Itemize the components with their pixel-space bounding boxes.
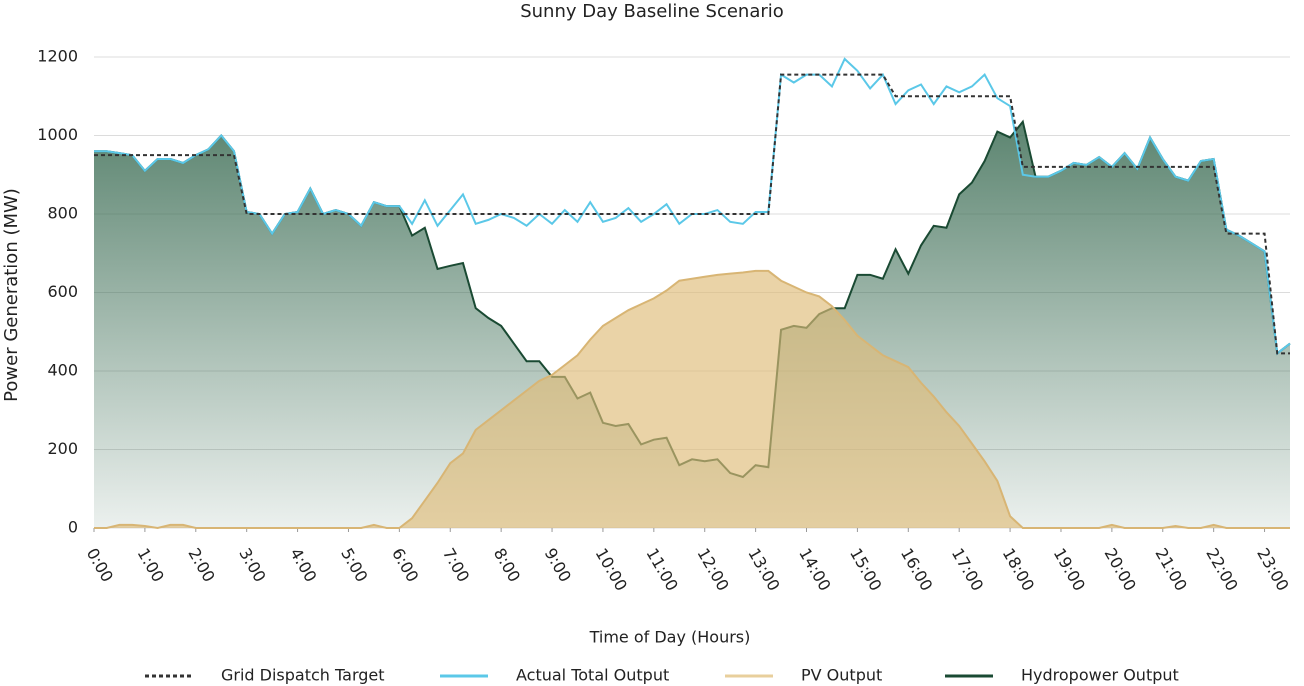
x-tick-label: 7:00 [439, 545, 473, 586]
x-tick-label: 8:00 [490, 545, 524, 586]
y-tick-label: 800 [47, 204, 78, 223]
legend-label: Grid Dispatch Target [221, 666, 385, 685]
y-tick-label: 1000 [37, 125, 78, 144]
x-tick-label: 21:00 [1151, 545, 1191, 594]
x-tick-label: 12:00 [693, 545, 733, 594]
legend-label: Hydropower Output [1021, 666, 1179, 685]
line [94, 269, 1290, 530]
x-axis-title: Time of Day (Hours) [589, 628, 751, 647]
x-tick-label: 19:00 [1050, 545, 1090, 594]
y-tick-label: 600 [47, 282, 78, 301]
legend-label: Actual Total Output [516, 666, 669, 685]
x-tick-label: 6:00 [388, 545, 422, 586]
x-tick-label: 4:00 [286, 545, 320, 586]
x-tick-label: 15:00 [846, 545, 886, 594]
y-tick-label: 0 [68, 518, 78, 537]
x-tick-label: 11:00 [642, 545, 682, 594]
y-tick-label: 200 [47, 439, 78, 458]
x-tick-label: 5:00 [337, 545, 371, 586]
x-tick-label: 10:00 [592, 545, 632, 594]
x-tick-label: 0:00 [83, 545, 117, 586]
area [94, 270, 1290, 528]
x-tick-label: 2:00 [184, 545, 218, 586]
x-tick-label: 14:00 [795, 545, 835, 594]
x-tick-label: 22:00 [1202, 545, 1242, 594]
x-tick-label: 9:00 [541, 545, 575, 586]
x-tick-label: 3:00 [235, 545, 269, 586]
y-axis-title: Power Generation (MW) [1, 188, 22, 402]
x-tick-label: 20:00 [1101, 545, 1141, 594]
x-tick-label: 18:00 [999, 545, 1039, 594]
x-tick-label: 1:00 [134, 545, 168, 586]
chart-title: Sunny Day Baseline Scenario [520, 1, 784, 22]
area [94, 121, 1290, 528]
x-tick-label: 16:00 [897, 545, 937, 594]
x-tick-label: 23:00 [1253, 545, 1293, 594]
y-tick-label: 400 [47, 361, 78, 380]
x-tick-label: 17:00 [948, 545, 988, 594]
legend-label: PV Output [801, 666, 882, 685]
line [94, 73, 1290, 355]
x-tick-label: 13:00 [744, 545, 784, 594]
y-tick-label: 1200 [37, 47, 78, 66]
